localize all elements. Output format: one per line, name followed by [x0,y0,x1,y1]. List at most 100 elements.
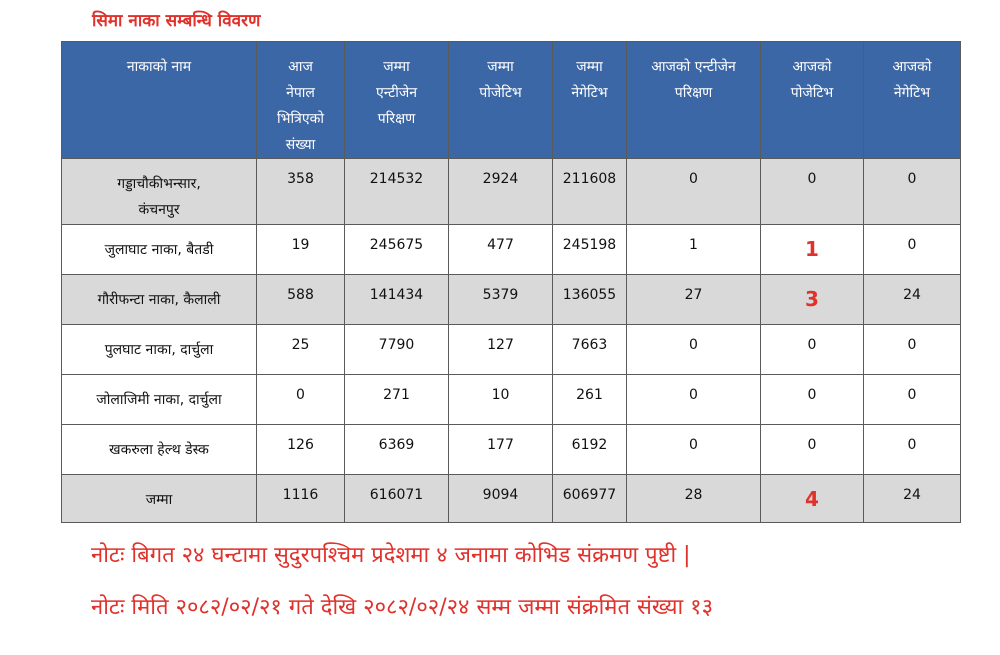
crossing-name-line: जोलाजिमी नाका, दार्चुला [96,392,222,408]
column-header: जम्मा पोजेटिभ [448,41,553,159]
value-cell: 5379 [448,274,553,325]
crossing-name-line: गड्डाचौकीभन्सार, [117,176,201,192]
value-cell: 25 [256,324,345,375]
border-crossing-table: नाकाको नाम आज नेपाल भित्रिएको संख्या जम्मा एन्… [61,41,961,523]
value-cell: 6369 [344,424,449,475]
page-title: सिमा नाका सम्बन्धि विवरण [92,11,261,31]
column-header: जम्मा एन्टीजेन परिक्षण [344,41,449,159]
value-cell: 0 [863,374,961,425]
table-body: गड्डाचौकीभन्सार, कंचनपुर 358 214532 2924 2116… [61,158,961,523]
value-cell: 3 [760,274,864,325]
value-cell: 4 [760,474,864,523]
column-header-line: जम्मा [487,59,514,75]
value-cell: 0 [626,424,761,475]
value-cell: 0 [863,224,961,275]
crossing-name-line: पुलघाट नाका, दार्चुला [104,342,214,358]
value-cell: 211608 [552,158,627,225]
column-header: आजको नेगेटिभ [863,41,961,159]
value-cell: 1 [760,224,864,275]
value-cell: 24 [863,274,961,325]
column-header: आजको पोजेटिभ [760,41,864,159]
crossing-name-line: गौरीफन्टा नाका, कैलाली [97,292,221,308]
column-header-line: आज [288,59,313,75]
value-cell: 245675 [344,224,449,275]
crossing-name-cell: जम्मा [61,474,257,523]
value-cell: 136055 [552,274,627,325]
value-cell: 177 [448,424,553,475]
column-header-line: जम्मा [383,59,410,75]
crossing-name-cell: गौरीफन्टा नाका, कैलाली [61,274,257,325]
value-cell: 24 [863,474,961,523]
table-row: जुलाघाट नाका, बैतडी 19 245675 477 245198 1 1 0 [61,224,961,275]
value-cell: 7790 [344,324,449,375]
column-header-line: नेपाल [286,85,315,101]
crossing-name-cell: पुलघाट नाका, दार्चुला [61,324,257,375]
value-cell: 127 [448,324,553,375]
column-header-line: भित्रिएको [277,111,324,127]
value-cell: 0 [760,158,864,225]
column-header-line: पोजेटिभ [479,85,522,101]
value-cell: 9094 [448,474,553,523]
column-header: जम्मा नेगेटिभ [552,41,627,159]
value-cell: 0 [760,374,864,425]
column-header-line: आजको [892,59,932,75]
value-cell: 6192 [552,424,627,475]
column-header-line: आजको [792,59,832,75]
table-row: गौरीफन्टा नाका, कैलाली 588 141434 5379 13605… [61,274,961,325]
value-cell: 1 [626,224,761,275]
table-header-row: नाकाको नाम आज नेपाल भित्रिएको संख्या जम्मा एन्… [61,41,961,159]
crossing-name-cell: खकरुला हेल्थ डेस्क [61,424,257,475]
value-cell: 0 [863,158,961,225]
crossing-name-cell: जोलाजिमी नाका, दार्चुला [61,374,257,425]
value-cell: 214532 [344,158,449,225]
note-line-2: नोटः मिति २०८२/०२/२१ गते देखि २०८२/०२/२४… [91,595,714,620]
column-header-line: नेगेटिभ [893,85,931,101]
value-cell: 2924 [448,158,553,225]
value-cell: 616071 [344,474,449,523]
value-cell: 245198 [552,224,627,275]
value-cell: 588 [256,274,345,325]
column-header: आज नेपाल भित्रिएको संख्या [256,41,345,159]
crossing-name-cell: गड्डाचौकीभन्सार, कंचनपुर [61,158,257,225]
table-row: गड्डाचौकीभन्सार, कंचनपुर 358 214532 2924 2116… [61,158,961,225]
value-cell: 10 [448,374,553,425]
value-cell: 477 [448,224,553,275]
column-header-line: संख्या [285,137,316,153]
crossing-name-line: जम्मा [145,492,173,508]
value-cell: 28 [626,474,761,523]
table-row: जोलाजिमी नाका, दार्चुला 0 271 10 261 0 0 0 [61,374,961,425]
value-cell: 126 [256,424,345,475]
column-header-line: पोजेटिभ [790,85,834,101]
crossing-name-line: जुलाघाट नाका, बैतडी [104,242,214,258]
value-cell: 606977 [552,474,627,523]
value-cell: 0 [626,374,761,425]
value-cell: 0 [626,324,761,375]
table-row: पुलघाट नाका, दार्चुला 25 7790 127 7663 0 0 0 [61,324,961,375]
column-header-line: नेगेटिभ [571,85,608,101]
column-header-line: परिक्षण [377,111,416,127]
value-cell: 7663 [552,324,627,375]
value-cell: 0 [626,158,761,225]
crossing-name-line: खकरुला हेल्थ डेस्क [109,442,209,458]
column-header-line: आजको एन्टीजेन [651,59,736,75]
total-row: जम्मा 1116 616071 9094 606977 28 4 24 [61,474,961,523]
value-cell: 0 [760,324,864,375]
column-header-line: नाकाको नाम [126,59,192,75]
value-cell: 0 [256,374,345,425]
value-cell: 0 [760,424,864,475]
table-row: खकरुला हेल्थ डेस्क 126 6369 177 6192 0 0 0 [61,424,961,475]
column-header: आजको एन्टीजेन परिक्षण [626,41,761,159]
crossing-name-line: कंचनपुर [138,202,180,218]
column-header-line: जम्मा [576,59,603,75]
value-cell: 1116 [256,474,345,523]
value-cell: 141434 [344,274,449,325]
value-cell: 0 [863,324,961,375]
value-cell: 261 [552,374,627,425]
value-cell: 19 [256,224,345,275]
column-header: नाकाको नाम [61,41,257,159]
value-cell: 358 [256,158,345,225]
column-header-line: परिक्षण [674,85,713,101]
column-header-line: एन्टीजेन [376,85,417,101]
crossing-name-cell: जुलाघाट नाका, बैतडी [61,224,257,275]
value-cell: 271 [344,374,449,425]
